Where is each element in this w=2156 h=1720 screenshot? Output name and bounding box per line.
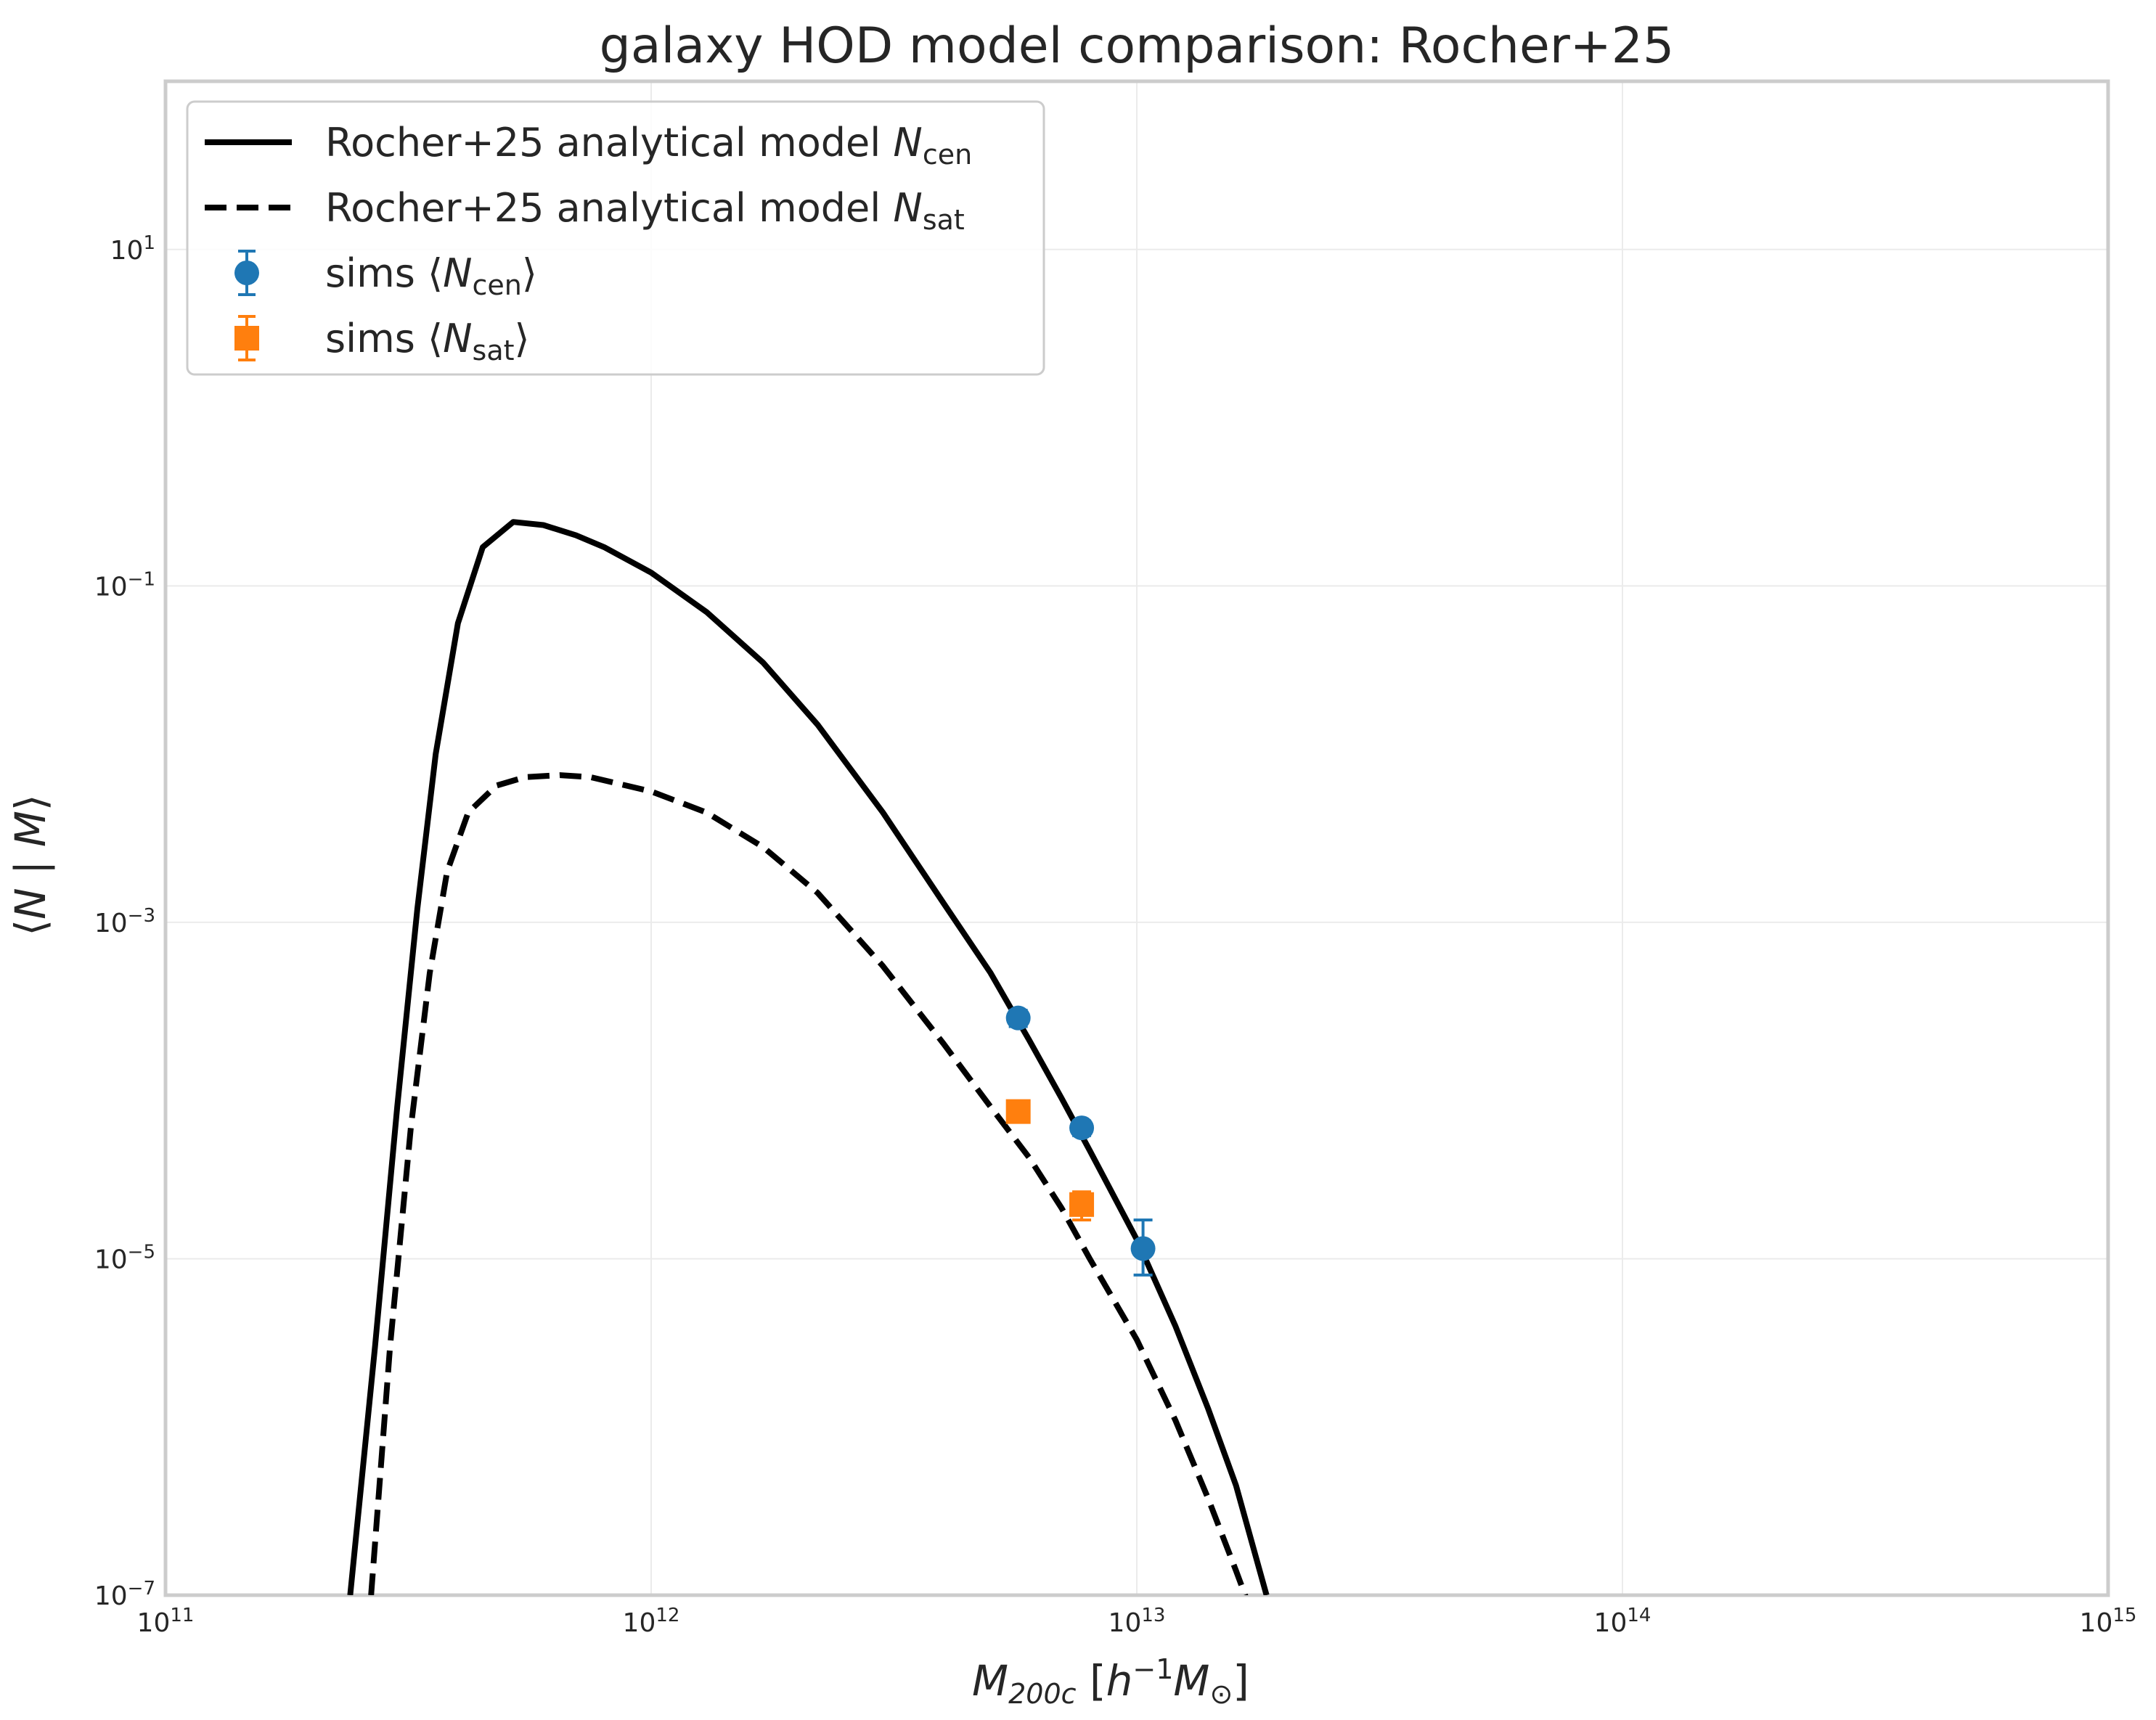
plot-frame bbox=[163, 79, 2110, 1597]
legend-item-model-sat: Rocher+25 analytical model Nsat bbox=[205, 185, 965, 236]
legend-item-model-cen: Rocher+25 analytical model Ncen bbox=[205, 120, 972, 171]
data-point-sat bbox=[1005, 1099, 1031, 1124]
legend-item-sims-cen: sims ⟨Ncen⟩ bbox=[234, 250, 537, 301]
x-tick-label: 1014 bbox=[1594, 1605, 1651, 1638]
y-axis-label: ⟨N | M⟩ bbox=[6, 794, 55, 935]
legend-label: Rocher+25 analytical model Ncen bbox=[325, 120, 972, 171]
series-layer bbox=[347, 519, 1270, 1595]
series-line-cen bbox=[347, 519, 1270, 1595]
y-tick-label: 10−3 bbox=[94, 905, 155, 938]
data-point-sat bbox=[1069, 1192, 1095, 1217]
y-tick-label: 101 bbox=[110, 232, 155, 265]
x-axis-ticks: 1011 1012 1013 1014 1015 bbox=[137, 1605, 2137, 1638]
data-point-cen bbox=[1130, 1236, 1156, 1261]
legend-marker-swatch bbox=[234, 261, 259, 285]
x-tick-label: 1012 bbox=[623, 1605, 680, 1638]
y-tick-label: 10−7 bbox=[94, 1578, 155, 1611]
x-axis-label: M200c [h−1M⊙] bbox=[972, 1653, 1249, 1710]
legend: Rocher+25 analytical model Ncen Rocher+25… bbox=[186, 100, 1045, 376]
series-line-sat bbox=[368, 772, 1249, 1595]
legend-item-sims-sat: sims ⟨Nsat⟩ bbox=[234, 315, 530, 366]
data-point-cen bbox=[1069, 1115, 1095, 1141]
y-axis-ticks: 10−7 10−5 10−3 10−1 101 bbox=[94, 232, 155, 1611]
legend-label: Rocher+25 analytical model Nsat bbox=[325, 185, 965, 236]
markers-layer bbox=[1005, 1005, 1156, 1277]
x-tick-label: 1013 bbox=[1108, 1605, 1166, 1638]
legend-label: sims ⟨Ncen⟩ bbox=[325, 250, 537, 301]
legend-marker-swatch bbox=[234, 326, 259, 351]
legend-frame bbox=[186, 100, 1045, 376]
data-point-cen bbox=[1005, 1005, 1031, 1031]
x-tick-label: 1011 bbox=[137, 1605, 195, 1638]
chart-title: galaxy HOD model comparison: Rocher+25 bbox=[600, 17, 1675, 75]
y-tick-label: 10−5 bbox=[94, 1241, 155, 1274]
legend-label: sims ⟨Nsat⟩ bbox=[325, 316, 530, 366]
y-tick-label: 10−1 bbox=[94, 568, 155, 602]
x-tick-label: 1015 bbox=[2080, 1605, 2137, 1638]
